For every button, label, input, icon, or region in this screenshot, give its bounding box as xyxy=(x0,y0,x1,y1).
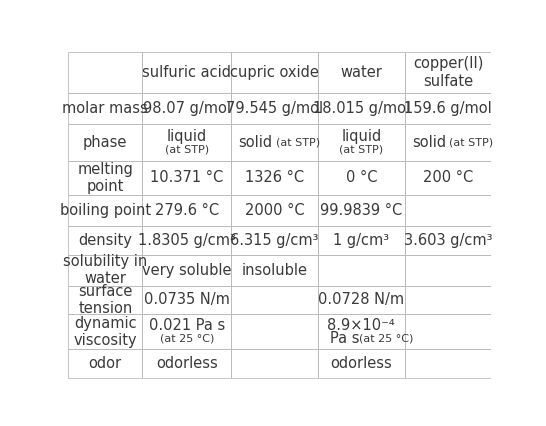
Bar xyxy=(231,161,318,195)
Text: 10.371 °C: 10.371 °C xyxy=(150,170,223,185)
Text: 279.6 °C: 279.6 °C xyxy=(155,203,219,218)
Text: 2000 °C: 2000 °C xyxy=(245,203,304,218)
Bar xyxy=(231,349,318,378)
Bar xyxy=(318,161,405,195)
Bar xyxy=(405,52,491,93)
Text: 1.8305 g/cm³: 1.8305 g/cm³ xyxy=(138,233,236,248)
Bar xyxy=(68,124,143,161)
Bar xyxy=(143,314,231,349)
Bar xyxy=(143,93,231,124)
Bar xyxy=(318,124,405,161)
Text: 200 °C: 200 °C xyxy=(423,170,473,185)
Bar xyxy=(318,314,405,349)
Bar xyxy=(143,161,231,195)
Bar xyxy=(318,226,405,255)
Text: dynamic
viscosity: dynamic viscosity xyxy=(74,316,137,348)
Bar xyxy=(318,93,405,124)
Text: odorless: odorless xyxy=(330,356,392,371)
Bar xyxy=(231,226,318,255)
Text: phase: phase xyxy=(83,135,127,150)
Bar xyxy=(405,226,491,255)
Text: density: density xyxy=(78,233,132,248)
Bar xyxy=(68,226,143,255)
Text: 18.015 g/mol: 18.015 g/mol xyxy=(313,101,410,116)
Text: odor: odor xyxy=(88,356,122,371)
Text: 1326 °C: 1326 °C xyxy=(245,170,304,185)
Bar xyxy=(405,161,491,195)
Bar xyxy=(68,285,143,314)
Text: water: water xyxy=(340,65,382,80)
Text: 0 °C: 0 °C xyxy=(346,170,377,185)
Bar xyxy=(143,124,231,161)
Text: (at STP): (at STP) xyxy=(165,145,209,155)
Text: 6.315 g/cm³: 6.315 g/cm³ xyxy=(230,233,319,248)
Bar xyxy=(318,52,405,93)
Text: 99.9839 °C: 99.9839 °C xyxy=(320,203,402,218)
Text: sulfuric acid: sulfuric acid xyxy=(142,65,232,80)
Text: 0.0735 N/m: 0.0735 N/m xyxy=(144,292,230,308)
Bar xyxy=(68,52,143,93)
Bar xyxy=(68,349,143,378)
Bar xyxy=(405,314,491,349)
Bar xyxy=(318,195,405,226)
Text: very soluble: very soluble xyxy=(142,262,232,278)
Bar xyxy=(143,226,231,255)
Bar xyxy=(231,52,318,93)
Text: copper(II)
sulfate: copper(II) sulfate xyxy=(413,56,483,89)
Text: liquid: liquid xyxy=(341,129,382,144)
Bar xyxy=(405,93,491,124)
Text: melting
point: melting point xyxy=(78,162,133,194)
Bar xyxy=(68,161,143,195)
Text: molar mass: molar mass xyxy=(62,101,148,116)
Bar xyxy=(143,285,231,314)
Bar xyxy=(143,255,231,285)
Bar xyxy=(143,349,231,378)
Text: solid: solid xyxy=(412,135,446,150)
Bar xyxy=(68,314,143,349)
Text: (at STP): (at STP) xyxy=(449,138,494,147)
Text: cupric oxide: cupric oxide xyxy=(230,65,319,80)
Bar xyxy=(231,255,318,285)
Text: insoluble: insoluble xyxy=(241,262,307,278)
Bar xyxy=(231,93,318,124)
Text: liquid: liquid xyxy=(167,129,207,144)
Text: odorless: odorless xyxy=(156,356,218,371)
Bar xyxy=(143,195,231,226)
Bar xyxy=(68,93,143,124)
Text: (at 25 °C): (at 25 °C) xyxy=(159,334,214,344)
Bar xyxy=(318,349,405,378)
Bar xyxy=(405,255,491,285)
Text: solid: solid xyxy=(238,135,272,150)
Text: surface
tension: surface tension xyxy=(78,284,133,316)
Bar xyxy=(318,255,405,285)
Text: 0.0728 N/m: 0.0728 N/m xyxy=(318,292,405,308)
Text: 3.603 g/cm³: 3.603 g/cm³ xyxy=(404,233,492,248)
Bar xyxy=(68,195,143,226)
Bar xyxy=(231,195,318,226)
Text: 8.9×10⁻⁴: 8.9×10⁻⁴ xyxy=(328,318,395,334)
Bar xyxy=(405,285,491,314)
Bar xyxy=(405,349,491,378)
Text: solubility in
water: solubility in water xyxy=(63,254,147,286)
Text: 98.07 g/mol: 98.07 g/mol xyxy=(143,101,231,116)
Text: 79.545 g/mol: 79.545 g/mol xyxy=(226,101,323,116)
Bar xyxy=(231,285,318,314)
Text: boiling point: boiling point xyxy=(60,203,151,218)
Text: 1 g/cm³: 1 g/cm³ xyxy=(333,233,389,248)
Text: 0.021 Pa s: 0.021 Pa s xyxy=(149,318,225,334)
Text: (at 25 °C): (at 25 °C) xyxy=(359,334,414,344)
Bar xyxy=(405,124,491,161)
Bar xyxy=(405,195,491,226)
Text: (at STP): (at STP) xyxy=(339,145,383,155)
Bar xyxy=(68,255,143,285)
Bar xyxy=(231,314,318,349)
Text: (at STP): (at STP) xyxy=(276,138,320,147)
Bar xyxy=(143,52,231,93)
Bar xyxy=(318,285,405,314)
Text: 159.6 g/mol: 159.6 g/mol xyxy=(404,101,492,116)
Bar xyxy=(231,124,318,161)
Text: Pa s: Pa s xyxy=(330,331,359,346)
